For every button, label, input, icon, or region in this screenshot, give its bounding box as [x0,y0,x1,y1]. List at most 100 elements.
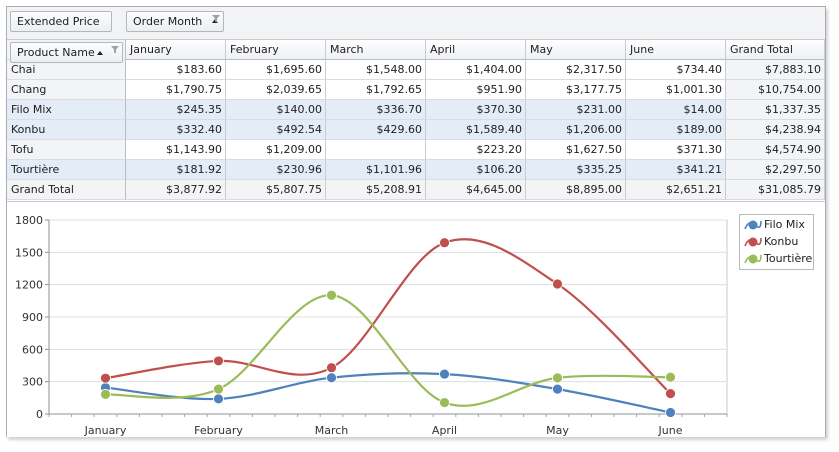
data-cell[interactable]: $181.92 [126,160,226,180]
x-tick-label: January [84,424,127,437]
data-cell[interactable]: $189.00 [626,120,726,140]
data-field-label: Extended Price [17,15,100,28]
y-tick-label: 1200 [15,279,43,292]
legend-item-filo-mix: Filo Mix [744,217,814,233]
data-point-konbu [213,355,224,367]
y-tick-label: 300 [22,376,43,389]
data-cell[interactable]: $1,206.00 [526,120,626,140]
grand-total-cell[interactable]: $2,297.50 [726,160,825,180]
data-point-konbu [326,362,337,374]
column-field-label: Order Month [133,15,203,28]
y-tick-label: 0 [36,408,43,421]
data-cell[interactable]: $1,101.96 [326,160,426,180]
grand-total-cell[interactable]: $5,208.91 [326,180,426,200]
legend-marker-icon [744,237,762,247]
data-cell[interactable]: $336.70 [326,100,426,120]
data-point-tourti-re [665,371,676,383]
legend-label: Tourtière [764,252,813,265]
filter-icon[interactable] [212,15,220,23]
data-cell[interactable]: $734.40 [626,60,726,80]
data-cell[interactable]: $1,548.00 [326,60,426,80]
row-header[interactable]: Tofu [7,140,126,160]
legend-marker-icon [744,254,762,264]
grand-total-cell[interactable]: $5,807.75 [226,180,326,200]
data-point-tourti-re [439,397,450,408]
header-area: Extended Price Order Month [7,7,825,40]
data-cell[interactable]: $335.25 [526,160,626,180]
grand-total-cell[interactable]: $4,238.94 [726,120,825,140]
data-cell[interactable]: $1,792.65 [326,80,426,100]
grand-total-row-header[interactable]: Grand Total [7,180,126,200]
data-cell[interactable]: $231.00 [526,100,626,120]
row-header[interactable]: Filo Mix [7,100,126,120]
grand-total-cell[interactable]: $1,337.35 [726,100,825,120]
data-cell[interactable]: $492.54 [226,120,326,140]
line-chart: 0 300 600 900 1200 1500 1800 January February Mar… [15,214,728,437]
grand-total-cell[interactable]: $3,877.92 [126,180,226,200]
data-cell[interactable]: $106.20 [426,160,526,180]
x-tick-label: April [432,424,457,437]
sort-ascending-icon [97,51,103,55]
x-tick-label: June [658,424,683,437]
data-cell[interactable] [326,140,426,160]
column-header-may[interactable]: May [526,40,626,60]
legend-item-konbu: Konbu [744,234,814,250]
data-point-konbu [100,372,111,384]
data-cell[interactable]: $2,039.65 [226,80,326,100]
y-tick-label: 1500 [15,246,43,259]
data-cell[interactable]: $1,627.50 [526,140,626,160]
legend-label: Filo Mix [764,218,805,231]
row-header[interactable]: Tourtière [7,160,126,180]
data-field-button[interactable]: Extended Price [10,11,112,32]
grand-total-cell[interactable]: $4,574.90 [726,140,825,160]
data-cell[interactable]: $230.96 [226,160,326,180]
grand-total-cell[interactable]: $31,085.79 [726,180,825,200]
column-field-button[interactable]: Order Month [126,11,224,32]
data-cell[interactable]: $1,209.00 [226,140,326,160]
data-cell[interactable]: $183.60 [126,60,226,80]
grand-total-cell[interactable]: $8,895.00 [526,180,626,200]
data-cell[interactable]: $3,177.75 [526,80,626,100]
row-header[interactable]: Konbu [7,120,126,140]
column-header-june[interactable]: June [626,40,726,60]
x-tick-label: February [194,424,243,437]
data-cell[interactable]: $245.35 [126,100,226,120]
row-field-button[interactable]: Product Name [10,42,123,63]
data-point-filo-mix [439,368,450,380]
column-header-february[interactable]: February [226,40,326,60]
grand-total-cell[interactable]: $4,645.00 [426,180,526,200]
sort-ascending-icon [211,19,218,23]
data-cell[interactable]: $1,790.75 [126,80,226,100]
column-header-grand-total[interactable]: Grand Total [726,40,825,60]
x-tick-label: March [315,424,349,437]
data-cell[interactable]: $429.60 [326,120,426,140]
data-cell[interactable]: $332.40 [126,120,226,140]
data-cell[interactable]: $951.90 [426,80,526,100]
data-cell[interactable]: $140.00 [226,100,326,120]
data-cell[interactable]: $370.30 [426,100,526,120]
data-cell[interactable]: $371.30 [626,140,726,160]
data-cell[interactable]: $1,589.40 [426,120,526,140]
data-cell[interactable]: $1,404.00 [426,60,526,80]
data-cell[interactable]: $1,001.30 [626,80,726,100]
data-cell[interactable]: $1,143.90 [126,140,226,160]
legend-item-tourti-re: Tourtière [744,251,814,267]
data-cell[interactable]: $2,317.50 [526,60,626,80]
grand-total-cell[interactable]: $7,883.10 [726,60,825,80]
x-tick-label: May [546,424,569,437]
column-header-january[interactable]: January [126,40,226,60]
data-point-filo-mix [213,393,224,405]
row-header[interactable]: Chai [7,60,126,80]
data-cell[interactable]: $223.20 [426,140,526,160]
column-header-april[interactable]: April [426,40,526,60]
grand-total-cell[interactable]: $2,651.21 [626,180,726,200]
data-cell[interactable]: $1,695.60 [226,60,326,80]
data-cell[interactable]: $341.21 [626,160,726,180]
column-header-march[interactable]: March [326,40,426,60]
series-line-filo-mix [105,372,671,414]
row-header[interactable]: Chang [7,80,126,100]
grand-total-cell[interactable]: $10,754.00 [726,80,825,100]
chart-legend: Filo Mix Konbu Tourtière [739,214,814,270]
filter-icon[interactable] [111,46,119,54]
data-cell[interactable]: $14.00 [626,100,726,120]
